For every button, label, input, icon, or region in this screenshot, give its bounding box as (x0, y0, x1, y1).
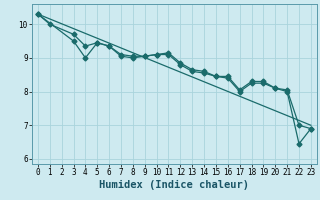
X-axis label: Humidex (Indice chaleur): Humidex (Indice chaleur) (100, 180, 249, 190)
